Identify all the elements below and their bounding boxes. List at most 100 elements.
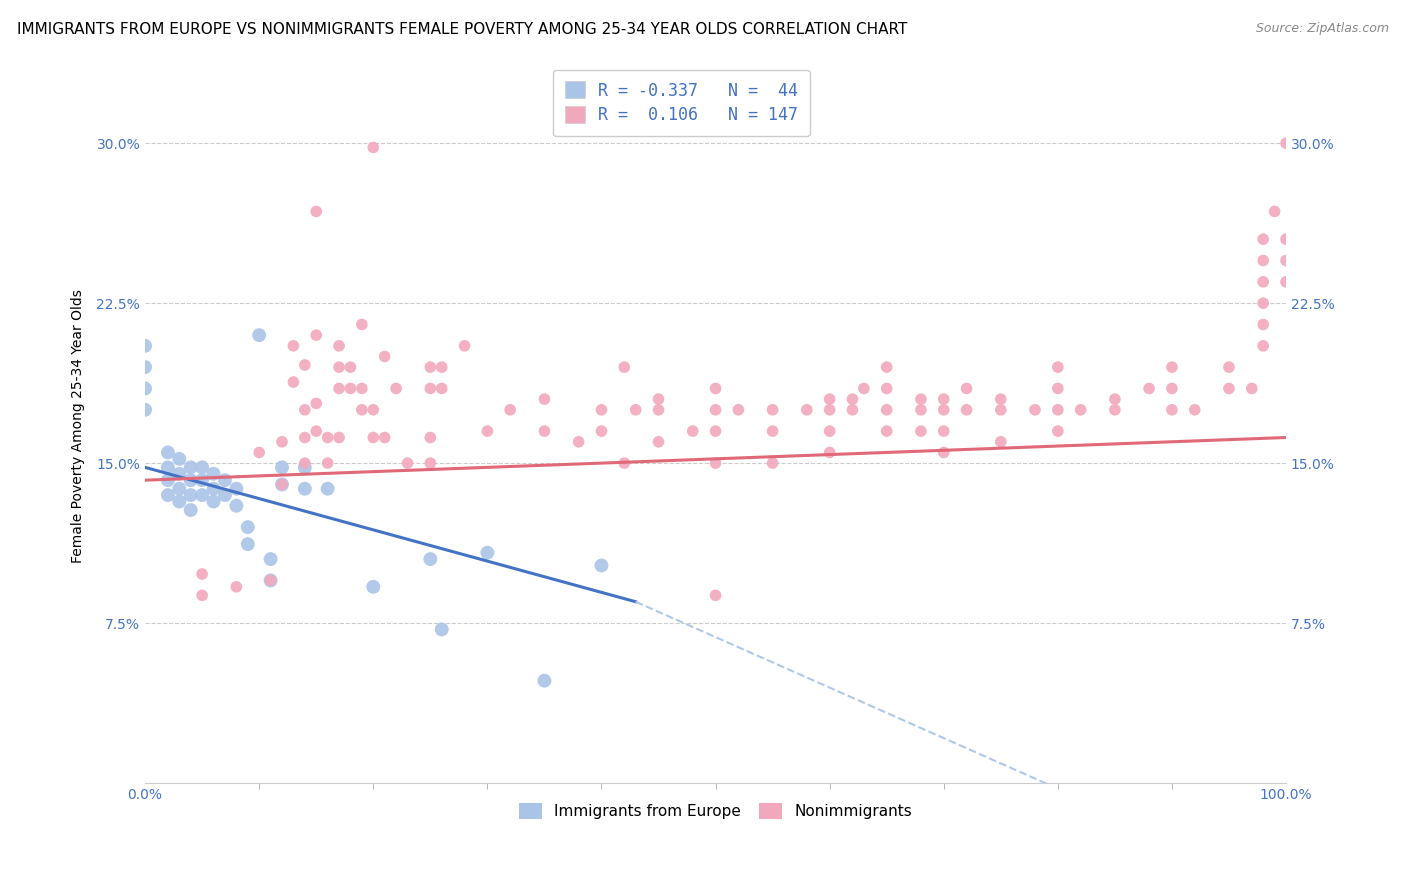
Point	[533, 673, 555, 688]
Point	[305, 328, 328, 343]
Point	[624, 402, 647, 417]
Point	[374, 350, 396, 364]
Point	[419, 381, 441, 395]
Point	[704, 588, 727, 602]
Point	[259, 552, 281, 566]
Point	[1161, 381, 1184, 395]
Point	[1218, 360, 1240, 375]
Point	[1251, 296, 1274, 310]
Point	[647, 434, 669, 449]
Point	[350, 381, 373, 395]
Point	[1251, 318, 1274, 332]
Point	[191, 567, 214, 582]
Point	[191, 460, 214, 475]
Point	[876, 424, 898, 438]
Point	[796, 402, 818, 417]
Point	[419, 456, 441, 470]
Point	[385, 381, 408, 395]
Point	[876, 381, 898, 395]
Point	[727, 402, 749, 417]
Point	[704, 381, 727, 395]
Point	[762, 402, 785, 417]
Point	[1161, 360, 1184, 375]
Point	[271, 460, 294, 475]
Point	[271, 434, 294, 449]
Point	[180, 473, 202, 487]
Point	[361, 430, 384, 444]
Legend: Immigrants from Europe, Nonimmigrants: Immigrants from Europe, Nonimmigrants	[513, 797, 918, 825]
Point	[236, 520, 259, 534]
Point	[818, 445, 841, 459]
Point	[350, 402, 373, 417]
Point	[305, 424, 328, 438]
Point	[225, 499, 247, 513]
Point	[214, 473, 236, 487]
Text: Source: ZipAtlas.com: Source: ZipAtlas.com	[1256, 22, 1389, 36]
Point	[591, 424, 613, 438]
Point	[259, 574, 281, 588]
Point	[180, 460, 202, 475]
Point	[156, 460, 179, 475]
Point	[294, 460, 316, 475]
Point	[350, 318, 373, 332]
Point	[316, 482, 339, 496]
Point	[955, 381, 977, 395]
Point	[156, 488, 179, 502]
Point	[419, 430, 441, 444]
Point	[1218, 381, 1240, 395]
Point	[294, 456, 316, 470]
Point	[990, 392, 1012, 406]
Point	[305, 396, 328, 410]
Point	[1070, 402, 1092, 417]
Point	[876, 402, 898, 417]
Point	[247, 445, 270, 459]
Point	[134, 339, 156, 353]
Point	[156, 445, 179, 459]
Y-axis label: Female Poverty Among 25-34 Year Olds: Female Poverty Among 25-34 Year Olds	[72, 289, 86, 563]
Point	[932, 392, 955, 406]
Point	[613, 360, 636, 375]
Point	[214, 488, 236, 502]
Point	[134, 360, 156, 375]
Point	[294, 482, 316, 496]
Point	[361, 402, 384, 417]
Point	[876, 360, 898, 375]
Point	[1104, 392, 1126, 406]
Point	[180, 488, 202, 502]
Point	[180, 503, 202, 517]
Point	[328, 360, 350, 375]
Point	[704, 456, 727, 470]
Point	[477, 424, 499, 438]
Point	[1184, 402, 1206, 417]
Point	[1024, 402, 1046, 417]
Point	[704, 424, 727, 438]
Point	[1264, 204, 1286, 219]
Point	[762, 424, 785, 438]
Point	[910, 424, 932, 438]
Point	[361, 580, 384, 594]
Point	[704, 402, 727, 417]
Point	[841, 402, 863, 417]
Point	[419, 552, 441, 566]
Point	[852, 381, 875, 395]
Point	[430, 360, 453, 375]
Point	[169, 482, 191, 496]
Point	[568, 434, 591, 449]
Point	[361, 140, 384, 154]
Point	[1046, 360, 1069, 375]
Point	[271, 477, 294, 491]
Point	[202, 482, 225, 496]
Point	[134, 381, 156, 395]
Point	[374, 430, 396, 444]
Point	[225, 482, 247, 496]
Point	[990, 402, 1012, 417]
Point	[591, 402, 613, 417]
Point	[305, 204, 328, 219]
Point	[1251, 275, 1274, 289]
Point	[1275, 253, 1298, 268]
Point	[1046, 402, 1069, 417]
Point	[271, 477, 294, 491]
Point	[191, 488, 214, 502]
Point	[932, 424, 955, 438]
Point	[910, 392, 932, 406]
